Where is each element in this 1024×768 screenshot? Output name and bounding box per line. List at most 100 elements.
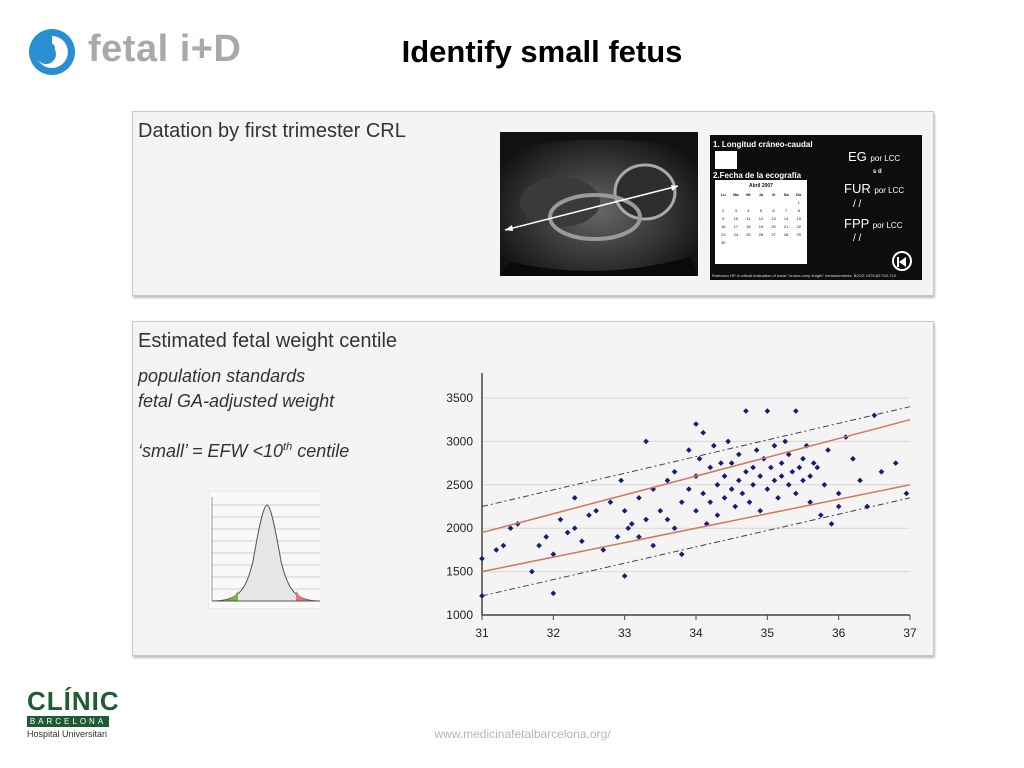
data-point: [707, 464, 714, 471]
data-point: [835, 490, 842, 497]
data-point: [628, 521, 635, 527]
calendar-day: 23: [721, 232, 726, 237]
data-point: [621, 508, 628, 514]
small-definition-suffix: centile: [292, 441, 350, 461]
calendar-day: 10: [733, 216, 739, 221]
data-point: [700, 429, 706, 436]
data-point: [643, 438, 649, 445]
x-tick-label: 33: [618, 626, 632, 640]
data-point: [600, 547, 607, 553]
calendar-day: 14: [783, 216, 789, 221]
calendar-grid: Lu Ma Mi Ju Vi Sa Do 1 2 3 4 5 6 7 8 9 10 11 12 13 14 15 16 17 1…: [715, 189, 807, 248]
y-tick-label: 2000: [446, 521, 473, 535]
data-point: [657, 508, 664, 514]
calendar-day: [742, 200, 755, 205]
data-point: [735, 451, 742, 458]
data-point: [479, 555, 485, 562]
efw-line-population: population standards: [138, 366, 306, 386]
data-point: [753, 447, 760, 453]
crl-panel: Datation by first trimester CRL 1. Longi…: [132, 111, 934, 296]
small-definition-sup: th: [283, 441, 293, 453]
calendar-day: 6: [772, 208, 775, 213]
calendar-day: 17: [733, 224, 739, 229]
fetal-id-logo: [26, 26, 226, 78]
data-point: [479, 593, 485, 599]
calendar-weekday: Ju: [758, 192, 764, 197]
calc-field-date: 2.Fecha de la ecografía: [713, 171, 802, 180]
data-point: [818, 512, 824, 519]
data-point: [785, 481, 792, 488]
data-point: [782, 438, 788, 445]
prediction-band-line: [481, 497, 911, 597]
brand-text: fetal i+D: [88, 28, 242, 70]
calendar-day: 30: [721, 240, 726, 245]
data-point: [571, 494, 578, 501]
data-point: [807, 499, 813, 505]
data-point: [768, 464, 774, 471]
efw-line-adjusted: fetal GA-adjusted weight: [138, 391, 335, 411]
data-point: [664, 516, 671, 523]
data-point: [686, 447, 692, 453]
calendar-day: [730, 200, 743, 205]
data-point: [718, 460, 724, 466]
calendar-weekday: Sa: [783, 192, 789, 197]
data-point: [735, 477, 742, 484]
calendar-day: 3: [734, 208, 737, 213]
data-point: [593, 508, 599, 514]
calendar-day: 8: [797, 208, 800, 213]
data-point: [686, 486, 692, 492]
data-point: [775, 494, 781, 501]
data-point: [743, 408, 749, 414]
calc-eg: EG por LCC: [848, 149, 900, 164]
data-point: [796, 464, 803, 471]
data-point: [728, 486, 735, 492]
data-point: [800, 455, 806, 462]
data-point: [871, 412, 878, 419]
crl-panel-heading: Datation by first trimester CRL: [138, 120, 406, 142]
data-point: [743, 468, 749, 475]
data-point: [671, 525, 678, 532]
crl-calculator-screenshot: 1. Longitud cráneo-caudal 2.Fecha de la …: [710, 135, 922, 280]
data-point: [536, 542, 542, 549]
data-point: [764, 408, 771, 414]
calendar-day: [717, 200, 730, 205]
data-point: [650, 542, 657, 549]
calendar-day: 2: [722, 208, 725, 213]
data-point: [778, 460, 785, 466]
y-tick-label: 1000: [446, 608, 473, 622]
data-point: [696, 455, 703, 462]
crl-ultrasound-image: [500, 132, 698, 276]
calendar-day: 20: [771, 224, 776, 229]
data-point: [793, 490, 799, 497]
calendar-day: [767, 200, 780, 205]
calendar-day: 5: [759, 208, 763, 213]
data-point: [621, 573, 628, 579]
calc-fpp-value: / /: [853, 233, 862, 244]
footer-url[interactable]: www.medicinafetalbarcelona.org/: [434, 727, 611, 741]
efw-panel-heading: Estimated fetal weight centile: [138, 330, 398, 352]
data-point: [693, 421, 699, 427]
data-point: [821, 481, 828, 488]
data-point: [771, 477, 778, 484]
data-point: [793, 408, 799, 414]
data-point: [739, 490, 746, 497]
data-point: [757, 473, 764, 479]
data-point: [807, 473, 813, 479]
data-point: [903, 490, 910, 497]
data-point: [714, 481, 721, 488]
back-arrow-icon: [892, 251, 912, 271]
data-point: [864, 503, 871, 510]
x-tick-label: 36: [832, 626, 846, 640]
data-point: [678, 499, 685, 505]
data-point: [814, 464, 821, 471]
x-tick-label: 31: [475, 626, 489, 640]
calendar-day: 24: [733, 232, 739, 237]
efw-scatter-chart: 1000 1500 2000 2500 3000 3500 31 32 33 34 35 36 37: [420, 358, 930, 650]
calendar-day: [780, 200, 793, 205]
calc-fur-value: / /: [853, 199, 862, 210]
data-point: [850, 455, 856, 462]
calendar-day: 19: [758, 224, 764, 229]
data-point: [693, 508, 699, 514]
small-definition-prefix: ‘small’ = EFW <10: [138, 441, 284, 461]
data-point: [636, 494, 642, 501]
